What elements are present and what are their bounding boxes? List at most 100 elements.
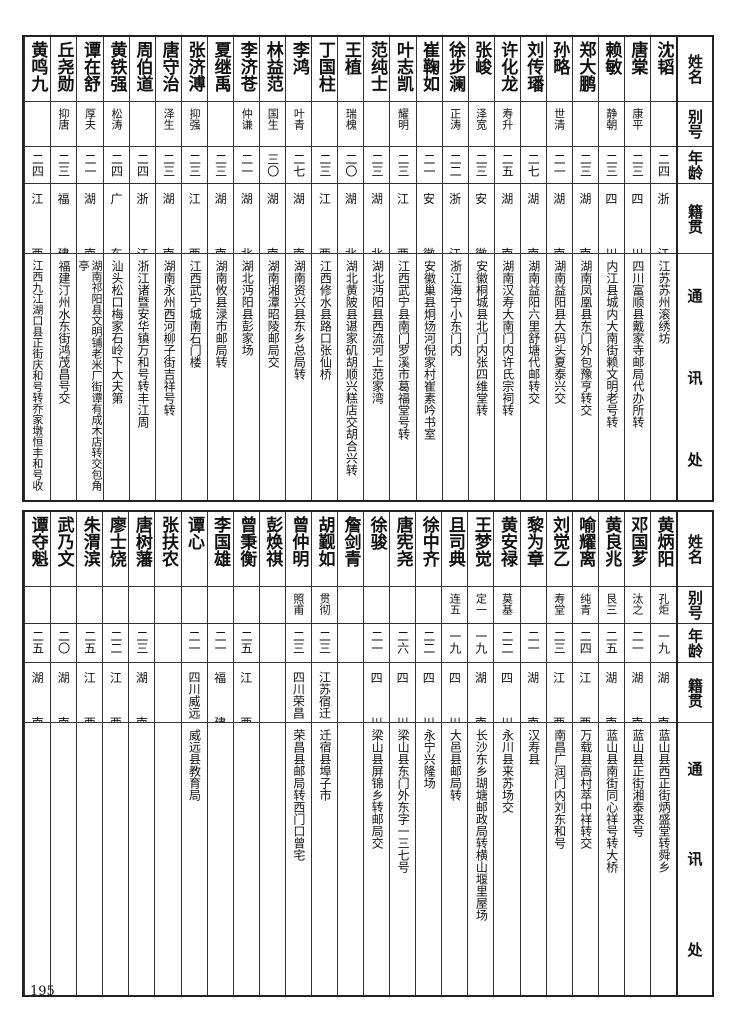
native-wrap: 湖南 — [475, 663, 487, 722]
alias-cell — [207, 587, 233, 624]
native-cell: 四川 — [416, 663, 442, 723]
native-wrap: 湖南 — [83, 184, 96, 254]
person-column: 曾秉衡 二五江西 — [232, 512, 259, 995]
person-native-province: 建 — [214, 716, 227, 723]
person-column: 沈韬 二四浙江江苏苏州滚绣坊 — [649, 37, 676, 500]
age-cell: 二一 — [207, 624, 233, 663]
person-alias: 汰之 — [630, 593, 644, 615]
alias-cell: 汰之 — [624, 587, 650, 624]
native-wrap: 江西 — [110, 663, 122, 722]
native-cell: 湖南 — [156, 184, 182, 254]
header-name-label: 姓名 — [686, 54, 704, 84]
person-native-province: 北 — [240, 247, 253, 254]
person-age: 二五 — [239, 630, 254, 654]
address-cell: 内江县城内大南街赖文明老号转 — [599, 254, 624, 500]
person-name: 喻耀离 — [575, 516, 596, 567]
person-native-province: 西 — [83, 716, 96, 723]
name-cell: 胡觐如 — [311, 512, 337, 587]
person-alias: 照甫 — [291, 593, 305, 615]
header-native-label: 籍贯 — [686, 203, 704, 234]
address-cell: 梁山县东门外东字一三七号 — [390, 723, 415, 995]
person-alias: 孔炬 — [656, 593, 670, 615]
age-cell: 二六 — [390, 624, 416, 663]
header-address: 通讯处 — [678, 723, 712, 995]
person-column: 李济苍 仲谦 二一湖北湖北沔阳县彭家场 — [233, 37, 260, 500]
person-name: 曾仲明 — [288, 516, 309, 567]
person-column: 孙略 世清 二一湖南湖南益阳县大码头夏泰兴交 — [545, 37, 572, 500]
person-native-province: 南 — [162, 247, 175, 254]
person-native-province: 江 — [579, 671, 592, 685]
person-native-province: 西 — [188, 247, 201, 254]
person-address: 江西九江湖口县正街庆和号转乔家墩恒丰和号收 — [30, 260, 44, 491]
person-name: 唐棠 — [627, 41, 648, 75]
address-cell: 南昌广润门内刘东和号 — [547, 723, 572, 995]
person-native-province: 湖 — [527, 192, 540, 206]
person-address: 梁山县东门外东字一三七号 — [396, 729, 411, 873]
native-wrap: 湖南 — [501, 184, 513, 253]
native-cell: 福建 — [50, 184, 76, 254]
address-cell: 梁山县屏锦乡转邮局交 — [364, 723, 389, 995]
age-cell: 二三 — [624, 147, 650, 184]
person-age: 二三 — [56, 153, 71, 177]
native-cell: 四川 — [598, 184, 624, 254]
native-cell: 湖南 — [572, 184, 598, 254]
address-cell: 湖南祁阳县文明铺老米厂街谭有成木店转交包角亭 — [77, 254, 103, 500]
alias-cell: 叶青 — [286, 102, 312, 147]
age-cell: 二七 — [520, 147, 546, 184]
native-wrap: 湖北 — [370, 184, 383, 254]
person-age: 二七 — [291, 153, 306, 177]
address-cell: 湖南资兴县东乡总局转 — [286, 254, 311, 500]
person-address: 永川县来苏场交 — [500, 729, 515, 813]
person-name: 许化龙 — [497, 41, 518, 92]
person-native: 四川威远 — [187, 671, 202, 719]
person-name: 黄安禄 — [496, 516, 517, 567]
person-address: 安徽桐城县北门内张四维堂转 — [474, 260, 489, 416]
person-age: 二一 — [239, 153, 254, 177]
age-cell: 二三 — [311, 624, 337, 663]
person-native-province: 南 — [83, 247, 96, 254]
person-native-province: 川 — [500, 716, 513, 723]
native-cell: 四川 — [364, 663, 390, 723]
age-cell: 二三 — [50, 147, 76, 184]
person-native-province: 湖 — [344, 192, 357, 206]
name-cell: 黄炳阳 — [650, 512, 676, 587]
native-cell: 江西 — [546, 663, 572, 723]
person-native-province: 南 — [657, 716, 670, 723]
person-alias: 静朝 — [604, 108, 618, 130]
alias-cell — [233, 587, 259, 624]
person-name: 赖敏 — [601, 41, 622, 75]
person-native-province: 北 — [370, 247, 383, 254]
person-name: 丁国柱 — [314, 41, 335, 92]
person-native-province: 湖 — [579, 192, 592, 206]
person-name: 彭焕祺 — [262, 516, 283, 567]
age-cell: 一九 — [650, 624, 676, 663]
address-cell: 湖南益阳县大码头夏泰兴交 — [547, 254, 572, 500]
person-alias: 寿升 — [500, 108, 514, 130]
person-column: 黄铁强 松涛 二四广东汕头松口梅家石岭下大夫第 — [102, 37, 130, 500]
person-column: 李国雄 二一福建 — [206, 512, 233, 995]
person-age: 二三 — [317, 630, 332, 654]
address-cell — [155, 723, 180, 995]
native-cell: 湖南 — [624, 663, 650, 723]
alias-cell: 孔炬 — [650, 587, 676, 624]
header-alias: 别号 — [678, 587, 712, 624]
person-column: 唐棠 康平 二三四川四川富顺县戴家寺邮局代办所转 — [623, 37, 650, 500]
native-cell: 湖南 — [260, 184, 286, 254]
name-cell: 邓国芗 — [624, 512, 650, 587]
person-name: 武乃文 — [53, 516, 74, 567]
person-column: 谭心 二一 四川威远 威远县教育局 — [180, 512, 207, 995]
person-alias: 国生 — [266, 108, 280, 130]
person-age: 二三 — [396, 153, 410, 177]
age-cell: 二三 — [208, 147, 234, 184]
person-native-province: 川 — [422, 716, 435, 723]
person-age: 二三 — [604, 153, 619, 177]
person-age: 一九 — [473, 630, 488, 654]
person-native: 江苏宿迁 — [317, 671, 332, 719]
alias-cell: 静朝 — [598, 102, 624, 147]
age-cell: 二七 — [286, 147, 312, 184]
person-native-province: 湖 — [292, 192, 305, 206]
person-column: 唐宪尧 二六四川梁山县东门外东字一三七号 — [389, 512, 416, 995]
age-cell: 二一 — [234, 147, 260, 184]
native-wrap: 江西 — [83, 663, 96, 723]
native-wrap: 江苏宿迁 — [317, 663, 332, 722]
